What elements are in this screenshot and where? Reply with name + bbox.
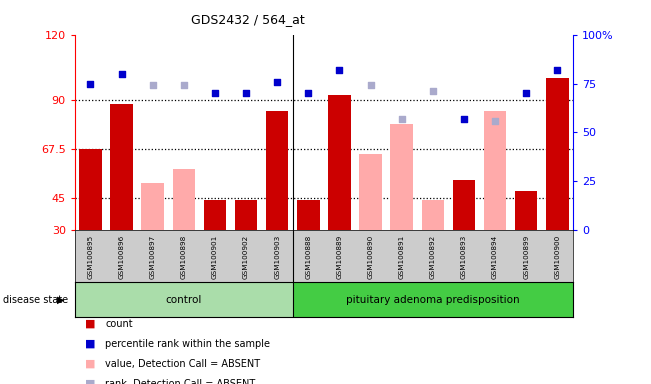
Text: pituitary adenoma predisposition: pituitary adenoma predisposition bbox=[346, 295, 519, 305]
Text: GDS2432 / 564_at: GDS2432 / 564_at bbox=[191, 13, 304, 26]
Text: GSM100896: GSM100896 bbox=[118, 235, 124, 279]
Point bbox=[334, 67, 344, 73]
Point bbox=[365, 83, 376, 89]
Text: control: control bbox=[165, 295, 202, 305]
Point bbox=[303, 90, 314, 96]
Bar bbox=[359, 154, 381, 230]
Text: rank, Detection Call = ABSENT: rank, Detection Call = ABSENT bbox=[105, 379, 256, 384]
Text: GSM100889: GSM100889 bbox=[337, 235, 342, 279]
Text: GSM100891: GSM100891 bbox=[398, 235, 405, 279]
Text: GSM100897: GSM100897 bbox=[150, 235, 156, 279]
Text: percentile rank within the sample: percentile rank within the sample bbox=[105, 339, 270, 349]
Text: GSM100898: GSM100898 bbox=[181, 235, 187, 279]
Point bbox=[85, 81, 96, 87]
Point bbox=[552, 67, 562, 73]
Text: GSM100892: GSM100892 bbox=[430, 235, 436, 279]
Bar bbox=[111, 104, 133, 230]
Text: GSM100899: GSM100899 bbox=[523, 235, 529, 279]
Text: GSM100902: GSM100902 bbox=[243, 235, 249, 279]
Point bbox=[428, 88, 438, 94]
Bar bbox=[422, 200, 444, 230]
Text: ■: ■ bbox=[85, 379, 95, 384]
Point bbox=[272, 78, 283, 84]
Point bbox=[490, 118, 500, 124]
Point bbox=[396, 116, 407, 122]
Bar bbox=[546, 78, 568, 230]
Text: GSM100893: GSM100893 bbox=[461, 235, 467, 279]
Bar bbox=[328, 96, 351, 230]
Bar bbox=[75, 282, 293, 317]
Point bbox=[148, 83, 158, 89]
Text: disease state: disease state bbox=[3, 295, 68, 305]
Text: GSM100894: GSM100894 bbox=[492, 235, 498, 279]
Text: ■: ■ bbox=[85, 339, 95, 349]
Point bbox=[210, 90, 220, 96]
Text: GSM100888: GSM100888 bbox=[305, 235, 311, 279]
Text: GSM100890: GSM100890 bbox=[368, 235, 374, 279]
Bar bbox=[204, 200, 226, 230]
Text: count: count bbox=[105, 319, 133, 329]
Point bbox=[459, 116, 469, 122]
Text: value, Detection Call = ABSENT: value, Detection Call = ABSENT bbox=[105, 359, 260, 369]
Bar bbox=[141, 182, 164, 230]
Text: GSM100903: GSM100903 bbox=[274, 235, 280, 279]
Point bbox=[521, 90, 531, 96]
Bar bbox=[235, 200, 257, 230]
Point bbox=[178, 83, 189, 89]
Bar bbox=[293, 282, 573, 317]
Bar bbox=[391, 124, 413, 230]
Point bbox=[117, 71, 127, 77]
Bar bbox=[484, 111, 506, 230]
Text: GSM100895: GSM100895 bbox=[87, 235, 94, 279]
Text: ▶: ▶ bbox=[57, 295, 65, 305]
Point bbox=[241, 90, 251, 96]
Text: GSM100901: GSM100901 bbox=[212, 235, 218, 279]
Text: ■: ■ bbox=[85, 319, 95, 329]
Text: GSM100900: GSM100900 bbox=[554, 235, 561, 279]
Bar bbox=[515, 191, 537, 230]
Bar bbox=[79, 149, 102, 230]
Bar bbox=[452, 180, 475, 230]
Text: ■: ■ bbox=[85, 359, 95, 369]
Bar bbox=[297, 200, 320, 230]
Bar bbox=[173, 169, 195, 230]
Bar bbox=[266, 111, 288, 230]
